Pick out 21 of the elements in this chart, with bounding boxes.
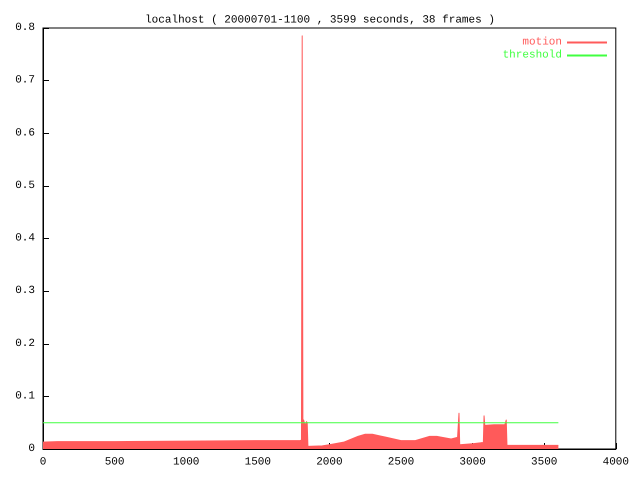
y-tick-label: 0.7 xyxy=(15,74,35,87)
legend-label: motion xyxy=(522,36,562,48)
y-tick-label: 0.4 xyxy=(15,232,36,244)
x-tick-label: 0 xyxy=(40,456,46,468)
legend-label: threshold xyxy=(502,50,562,62)
y-tick-label: 0.3 xyxy=(15,285,35,298)
chart-title: localhost ( 20000701-1100 , 3599 seconds, 38 frames ) xyxy=(145,14,495,26)
y-tick-label: 0.8 xyxy=(15,22,35,34)
y-tick-label: 0.5 xyxy=(15,180,35,192)
x-tick-label: 1500 xyxy=(244,456,271,468)
x-tick-label: 3500 xyxy=(530,456,558,468)
y-tick-label: 0 xyxy=(28,443,35,455)
x-tick-label: 4000 xyxy=(602,456,629,468)
x-tick-label: 500 xyxy=(104,456,125,468)
y-tick-label: 0.1 xyxy=(15,390,36,402)
x-tick-label: 3000 xyxy=(459,456,486,468)
x-tick-label: 2000 xyxy=(316,456,343,468)
y-tick-label: 0.2 xyxy=(15,338,35,350)
x-tick-label: 1000 xyxy=(172,456,200,468)
x-tick-label: 2500 xyxy=(388,456,414,468)
y-tick-label: 0.6 xyxy=(15,127,35,140)
